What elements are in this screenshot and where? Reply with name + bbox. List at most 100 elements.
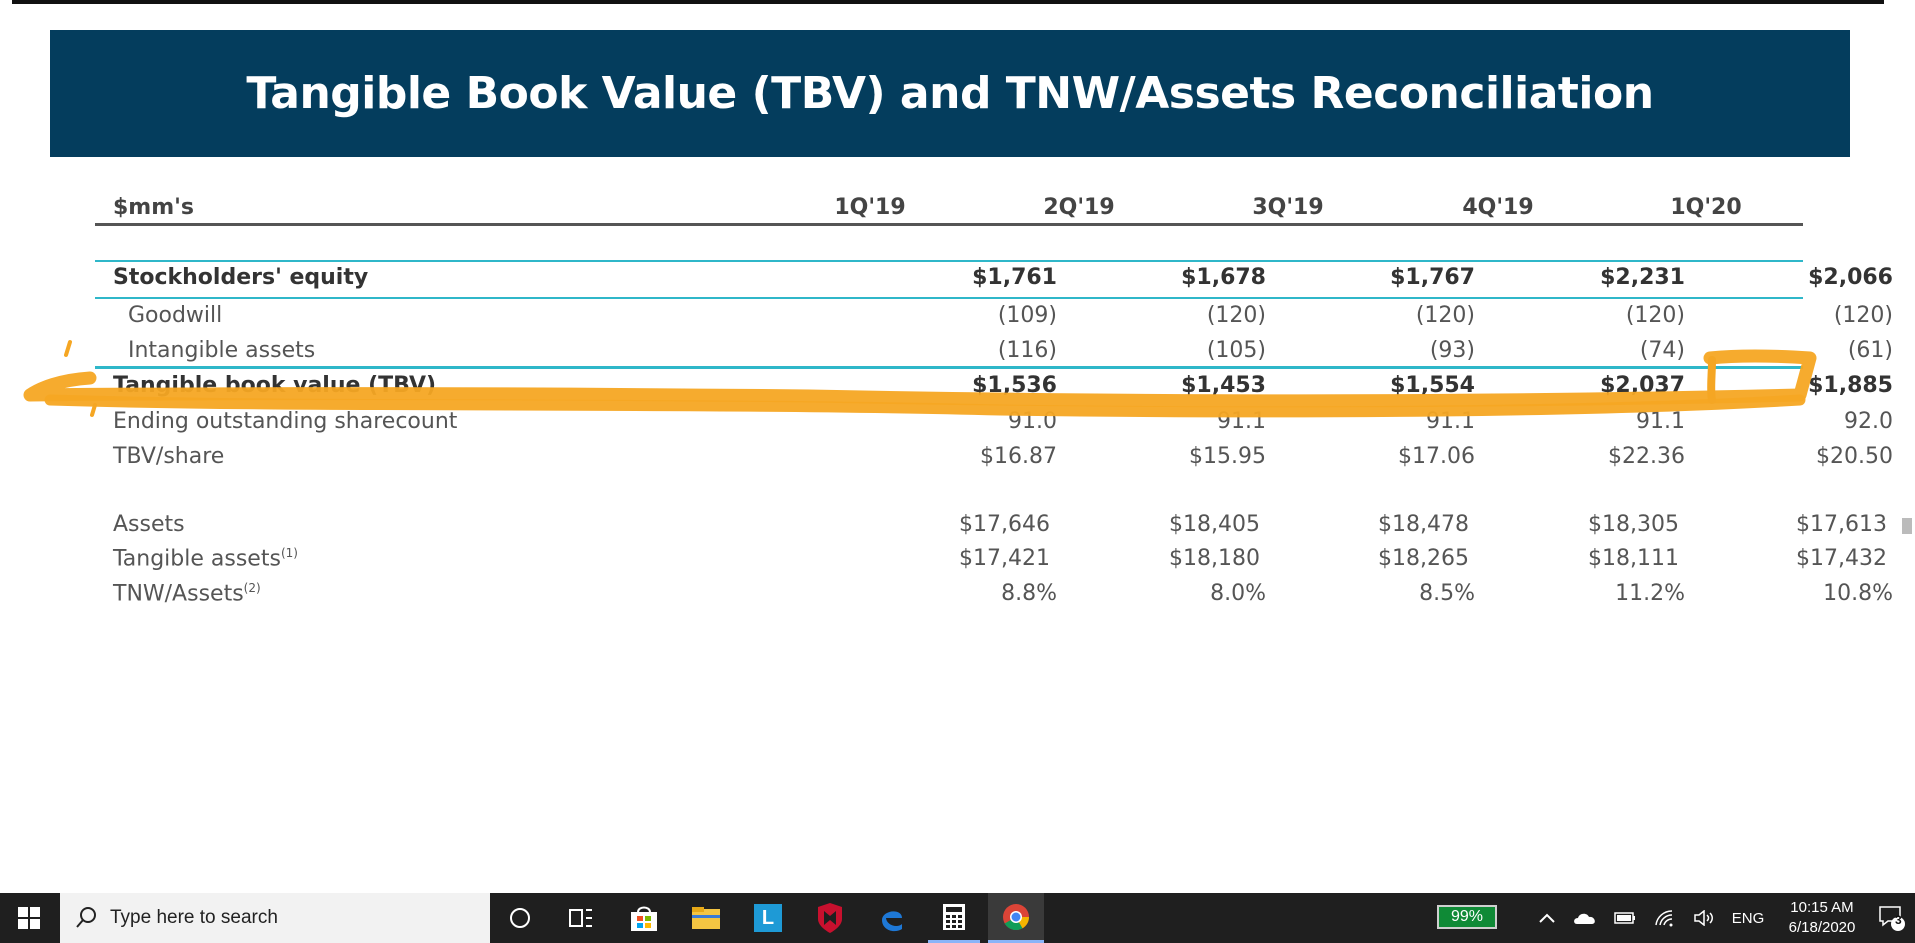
table-row: Tangible book value (TBV) $1,536 $1,453 … <box>95 373 1893 405</box>
cell: $18,478 <box>1378 512 1469 537</box>
chrome-app[interactable] <box>988 893 1044 943</box>
windows-logo-icon <box>18 907 40 929</box>
language-label: ENG <box>1731 909 1765 927</box>
wifi-icon <box>1655 910 1673 927</box>
teal-divider <box>95 366 1803 369</box>
period-header: 3Q'19 <box>1252 195 1324 220</box>
table-row: Tangible assets(1) $17,421 $18,180 $18,2… <box>95 546 1887 578</box>
volume-button[interactable] <box>1688 893 1722 943</box>
edge-app[interactable] <box>866 893 918 943</box>
calculator-app[interactable] <box>928 893 980 943</box>
table-row: TNW/Assets(2) 8.8% 8.0% 8.5% 11.2% 10.8% <box>95 581 1893 613</box>
search-placeholder: Type here to search <box>110 907 278 928</box>
footnote-mark: (2) <box>243 581 261 595</box>
taskbar-search-box[interactable]: Type here to search <box>60 893 490 943</box>
period-header: 1Q'20 <box>1670 195 1742 220</box>
title-banner: Tangible Book Value (TBV) and TNW/Assets… <box>50 30 1850 157</box>
cell: 91.1 <box>1426 409 1475 434</box>
cell: $18,111 <box>1588 546 1679 571</box>
cell: $18,265 <box>1378 546 1469 571</box>
cell: (61) <box>1847 338 1893 363</box>
l-app-icon: L <box>754 904 782 932</box>
language-indicator[interactable]: ENG <box>1728 893 1768 943</box>
clock[interactable]: 10:15 AM 6/18/2020 <box>1772 893 1872 943</box>
row-label: Assets <box>113 512 185 537</box>
notification-icon <box>1879 906 1905 931</box>
table-row: Goodwill (109) (120) (120) (120) (120) <box>95 303 1893 335</box>
file-explorer-app[interactable] <box>680 893 732 943</box>
cell: 8.5% <box>1419 581 1475 606</box>
onedrive-button[interactable] <box>1568 893 1602 943</box>
l-app[interactable]: L <box>742 893 794 943</box>
calculator-icon <box>943 903 965 930</box>
period-header: 4Q'19 <box>1462 195 1534 220</box>
cell: $17,646 <box>959 512 1050 537</box>
cell: 92.0 <box>1844 409 1893 434</box>
power-button[interactable] <box>1608 893 1642 943</box>
table-row: Assets $17,646 $18,405 $18,478 $18,305 $… <box>95 512 1887 544</box>
battery-icon <box>1614 912 1635 924</box>
cell: (74) <box>1639 338 1685 363</box>
cell: (93) <box>1429 338 1475 363</box>
start-button[interactable] <box>0 893 58 943</box>
units-label: $mm's <box>113 195 194 220</box>
store-app[interactable] <box>618 893 670 943</box>
speaker-icon <box>1694 910 1713 926</box>
teal-divider <box>95 260 1803 262</box>
cell: $16.87 <box>980 444 1057 469</box>
cell: $20.50 <box>1816 444 1893 469</box>
action-center-button[interactable]: 3 <box>1872 893 1912 943</box>
vertical-scrollbar[interactable] <box>1897 0 1915 893</box>
windows-taskbar: Type here to search L <box>0 893 1915 943</box>
cell: $18,180 <box>1169 546 1260 571</box>
chrome-icon <box>1003 903 1030 930</box>
battery-indicator[interactable]: 99% <box>1437 905 1497 929</box>
cell: (116) <box>997 338 1057 363</box>
cell: (120) <box>1833 303 1893 328</box>
table-row: Stockholders' equity $1,761 $1,678 $1,76… <box>95 265 1893 297</box>
cell: 8.0% <box>1210 581 1266 606</box>
clock-date: 6/18/2020 <box>1788 919 1856 936</box>
cell: $1,761 <box>972 265 1057 290</box>
task-view-icon <box>569 909 592 927</box>
notification-count: 3 <box>1895 913 1902 927</box>
cell: $18,305 <box>1588 512 1679 537</box>
period-header: 2Q'19 <box>1043 195 1115 220</box>
row-label: TNW/Assets(2) <box>113 581 261 607</box>
chevron-up-icon <box>1539 913 1555 923</box>
header-divider <box>95 223 1803 226</box>
mcafee-icon <box>818 903 842 933</box>
cell: (120) <box>1625 303 1685 328</box>
cortana-button[interactable] <box>496 893 544 943</box>
cell: $17,432 <box>1796 546 1887 571</box>
file-explorer-icon <box>692 907 720 929</box>
task-view-button[interactable] <box>556 893 606 943</box>
table-row: Ending outstanding sharecount 91.0 91.1 … <box>95 409 1893 441</box>
cell: (105) <box>1206 338 1266 363</box>
cell: 10.8% <box>1823 581 1893 606</box>
cell: $1,885 <box>1808 373 1893 398</box>
footnote-mark: (1) <box>280 546 298 560</box>
show-hidden-icons-button[interactable] <box>1532 893 1562 943</box>
network-button[interactable] <box>1648 893 1682 943</box>
table-row: TBV/share $16.87 $15.95 $17.06 $22.36 $2… <box>95 444 1893 476</box>
edge-icon <box>882 911 902 932</box>
slide-title: Tangible Book Value (TBV) and TNW/Assets… <box>246 68 1654 119</box>
search-icon <box>76 907 96 928</box>
battery-percent: 99% <box>1450 908 1484 925</box>
row-label: Tangible book value (TBV) <box>113 373 437 398</box>
store-icon <box>631 906 657 931</box>
cell: (120) <box>1415 303 1475 328</box>
scrollbar-thumb[interactable] <box>1902 518 1912 534</box>
cell: $2,037 <box>1600 373 1685 398</box>
table-header: $mm's 1Q'19 2Q'19 3Q'19 4Q'19 1Q'20 <box>95 195 1803 227</box>
clock-time: 10:15 AM <box>1790 899 1854 916</box>
mcafee-app[interactable] <box>804 893 856 943</box>
teal-divider <box>95 297 1803 299</box>
row-label: Intangible assets <box>128 338 316 363</box>
cell: $1,554 <box>1390 373 1475 398</box>
onedrive-cloud-icon <box>1574 913 1595 924</box>
cell: $2,231 <box>1600 265 1685 290</box>
cell: 91.1 <box>1636 409 1685 434</box>
cell: $1,536 <box>972 373 1057 398</box>
